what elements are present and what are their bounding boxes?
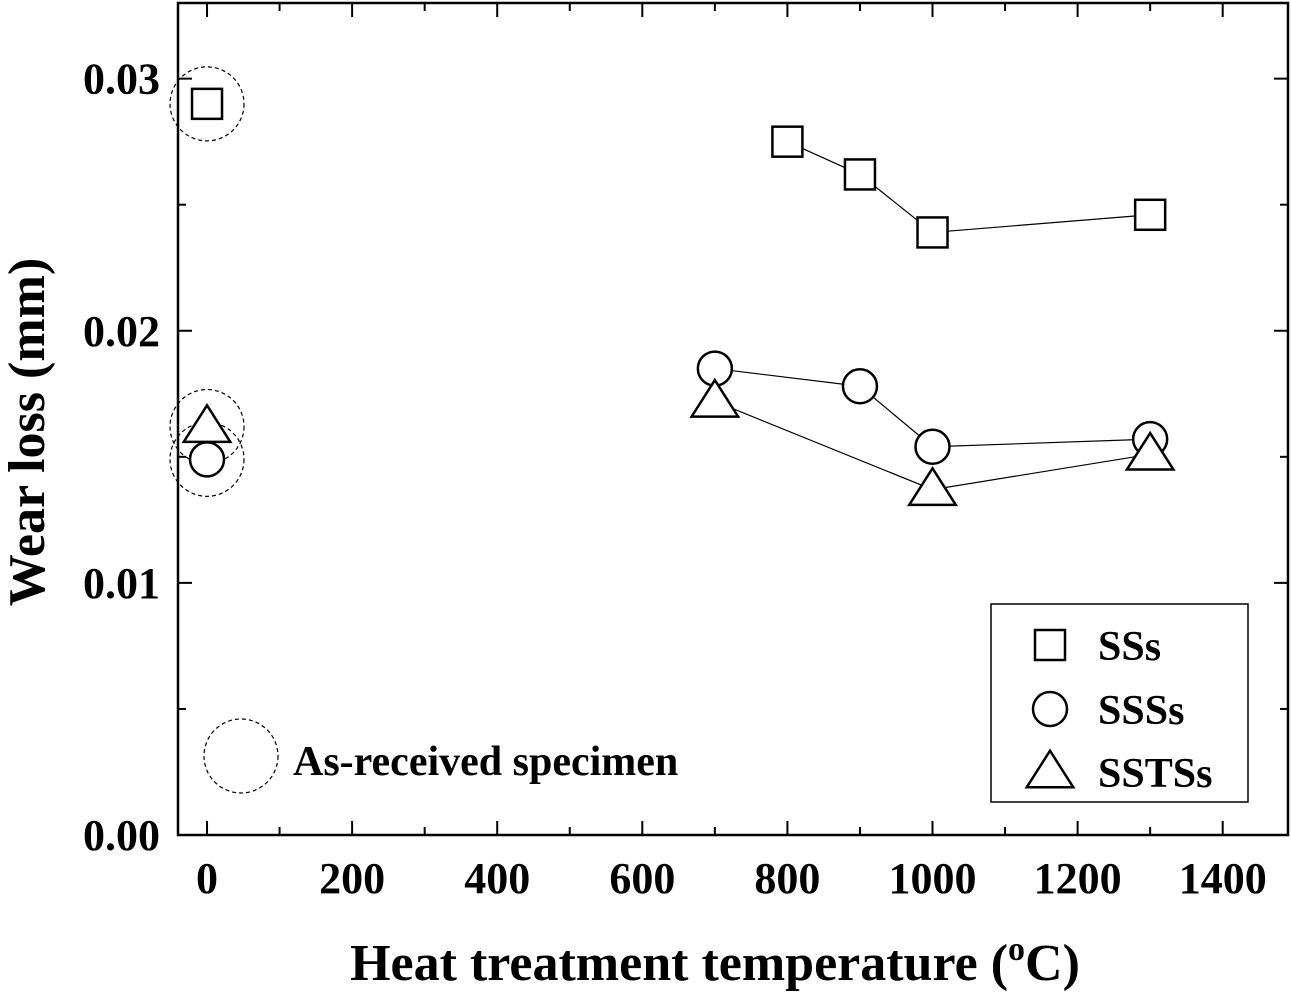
series-markers — [181, 87, 1176, 507]
data-point-SSs — [771, 125, 804, 158]
axes: 0 200 400 600 800 1000 1200 1400 0.00 0.01 0.02 0.0… — [83, 1, 1290, 903]
data-point-SSs — [1133, 198, 1167, 232]
y-tick-label: 0.01 — [83, 559, 160, 608]
legend: SSs SSSs SSTSs — [990, 603, 1249, 803]
data-point-SSs — [843, 158, 877, 191]
x-axis-title-unit: C) — [1025, 935, 1080, 992]
as-received-circle-SSSs — [169, 421, 245, 497]
x-axis-title-superscript: o — [1008, 931, 1025, 968]
legend-marker-SSs — [1033, 628, 1067, 662]
annotation: As-received specimen — [203, 718, 678, 794]
legend-label-SSs: SSs — [1098, 624, 1161, 670]
x-axis-title-main: Heat treatment temperature ( — [350, 935, 1008, 992]
x-axis-title: Heat treatment temperature (oC) — [350, 931, 1080, 992]
x-tick-label: 1200 — [1034, 854, 1122, 903]
legend-box — [990, 603, 1249, 803]
y-tick-label: 0.03 — [83, 55, 160, 104]
y-axis-title: Wear loss (mm) — [0, 258, 56, 607]
x-tick-label: 600 — [609, 854, 675, 903]
axis-titles: Heat treatment temperature (oC) Wear los… — [0, 258, 1080, 992]
series-line-SSSs — [714, 367, 1151, 448]
y-tick-label: 0.02 — [83, 307, 160, 356]
y-tick-label: 0.00 — [83, 811, 160, 860]
legend-label-SSTSs: SSTSs — [1098, 751, 1212, 797]
annotation-text: As-received specimen — [293, 739, 678, 785]
as-received-point-SSTSs — [181, 402, 233, 444]
x-tick-label: 1400 — [1179, 854, 1267, 903]
annotation-dashed-circle — [203, 718, 279, 794]
data-point-SSTSs — [1124, 430, 1176, 471]
legend-items: SSs SSSs SSTSs — [1024, 624, 1212, 797]
data-point-SSTSs — [689, 377, 741, 418]
plot-frame — [176, 1, 1290, 837]
data-point-SSSs — [841, 367, 879, 405]
legend-marker-SSSs — [1031, 690, 1069, 728]
x-tick-label: 400 — [464, 854, 530, 903]
series-line-SSs — [787, 141, 1151, 234]
legend-label-SSSs: SSSs — [1098, 688, 1184, 734]
as-received-point-SSs — [190, 87, 224, 121]
x-tick-label: 200 — [319, 854, 385, 903]
as-received-point-SSSs — [188, 441, 226, 478]
data-point-SSTSs — [906, 466, 959, 507]
data-point-SSSs — [914, 428, 951, 465]
legend-marker-SSTSs — [1024, 748, 1076, 789]
x-tick-label: 0 — [196, 854, 218, 903]
x-tick-label: 1000 — [889, 854, 977, 903]
as-received-circle-SSs — [169, 66, 245, 142]
x-tick-label: 800 — [754, 854, 820, 903]
data-point-SSs — [916, 216, 949, 249]
